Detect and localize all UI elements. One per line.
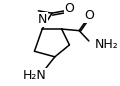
- Text: H₂N: H₂N: [23, 69, 46, 82]
- Text: O: O: [64, 2, 74, 15]
- Text: O: O: [84, 9, 94, 22]
- Text: NH₂: NH₂: [95, 38, 118, 51]
- Text: N: N: [38, 13, 47, 26]
